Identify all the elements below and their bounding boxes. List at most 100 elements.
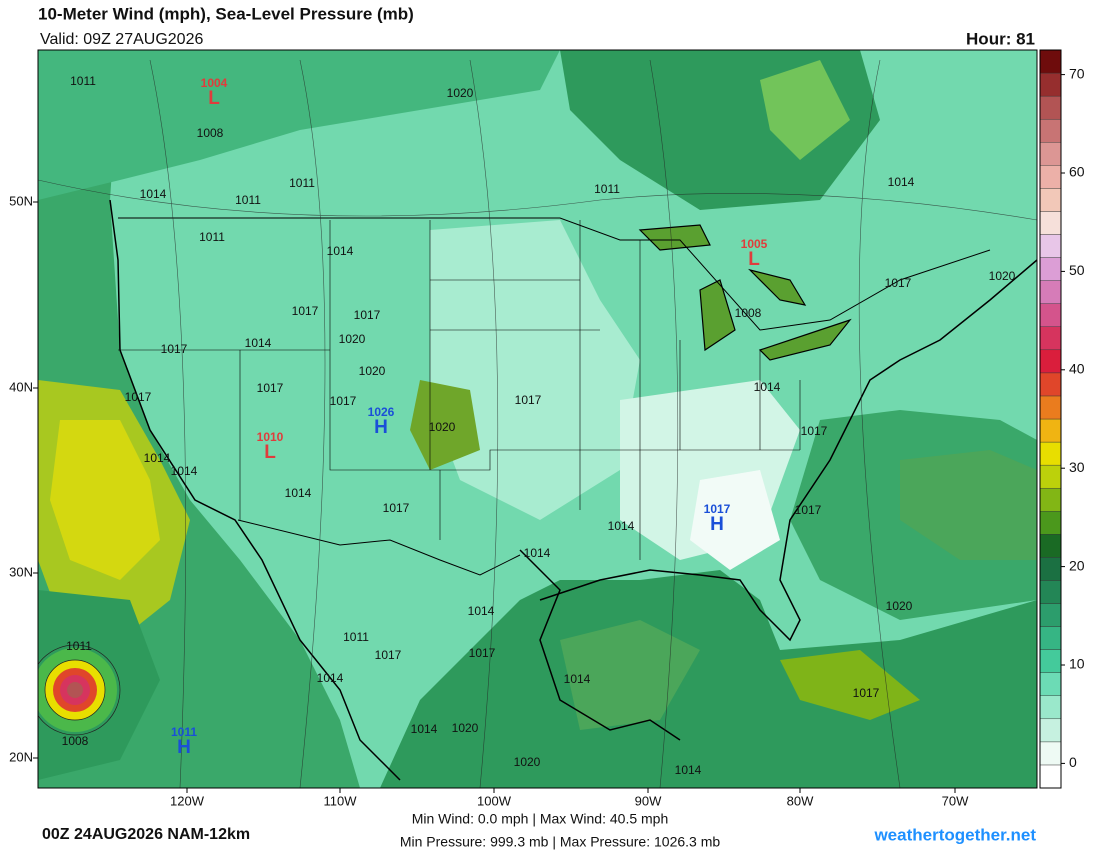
high-pressure-value: 1011 [171, 725, 197, 739]
colorbar-swatch [1039, 72, 1062, 97]
low-pressure-value: 1004 [201, 76, 228, 90]
isobar-label: 1017 [469, 646, 496, 660]
isobar-label: 1008 [735, 306, 762, 320]
colorbar-swatch [1039, 372, 1062, 397]
colorbar-swatch [1039, 49, 1062, 74]
isobar-label: 1017 [257, 381, 284, 395]
isobar-label: 1014 [327, 244, 354, 258]
isobar-label: 1011 [235, 193, 261, 207]
isobar-label: 1014 [608, 519, 635, 533]
model-run: 00Z 24AUG2026 NAM-12km [42, 826, 250, 843]
isobar-label: 1017 [801, 424, 828, 438]
isobar-label: 1017 [330, 394, 357, 408]
colorbar-swatch [1039, 95, 1062, 120]
high-pressure-value: 1017 [704, 502, 731, 516]
isobar-label: 1020 [452, 721, 479, 735]
colorbar-swatch [1039, 188, 1062, 212]
low-symbol: L [264, 442, 276, 463]
colorbar-swatch [1039, 511, 1062, 535]
isobar-label: 1017 [375, 648, 402, 662]
valid-time: Valid: 09Z 27AUG2026 [40, 31, 203, 48]
colorbar-tick-label: 70 [1069, 65, 1085, 81]
colorbar-swatch [1039, 280, 1062, 304]
isobar-label: 1008 [62, 734, 89, 748]
lon-label: 120W [170, 793, 205, 808]
high-symbol: H [177, 737, 191, 758]
map-field [38, 50, 1037, 788]
colorbar-tick-label: 50 [1069, 262, 1085, 278]
isobar-label: 1020 [429, 420, 456, 434]
lon-label: 110W [324, 793, 358, 808]
colorbar-tick-label: 60 [1069, 164, 1085, 180]
map-title: 10-Meter Wind (mph), Sea-Level Pressure … [38, 4, 414, 23]
isobar-label: 1014 [468, 604, 495, 618]
isobar-label: 1014 [171, 464, 198, 478]
isobar-label: 1017 [292, 304, 319, 318]
colorbar-swatch [1039, 718, 1062, 743]
colorbar-swatch [1039, 580, 1062, 604]
lat-label: 50N [9, 193, 33, 208]
isobar-label: 1014 [144, 451, 171, 465]
wind-range: Min Wind: 0.0 mph | Max Wind: 40.5 mph [412, 811, 669, 827]
lat-label: 40N [9, 379, 33, 394]
isobar-label: 1011 [199, 230, 225, 244]
colorbar-swatch [1039, 395, 1062, 420]
isobar-label: 1017 [885, 276, 912, 290]
low-pressure-value: 1005 [741, 237, 768, 251]
low-pressure-value: 1010 [257, 430, 284, 444]
isobar-label: 1014 [754, 380, 781, 394]
isobar-label: 1017 [853, 686, 880, 700]
isobar-label: 1014 [564, 672, 591, 686]
isobar-label: 1020 [886, 599, 913, 613]
isobar-label: 1014 [524, 546, 551, 560]
isobar-label: 1020 [447, 86, 474, 100]
colorbar-swatch [1039, 764, 1062, 789]
isobar-label: 1017 [161, 342, 188, 356]
colorbar-swatch [1039, 557, 1062, 581]
forecast-hour: Hour: 81 [966, 29, 1035, 48]
isobar-label: 1014 [285, 486, 312, 500]
colorbar-swatch [1039, 695, 1062, 720]
lat-label: 30N [9, 564, 33, 579]
isobar-label: 1017 [515, 393, 542, 407]
isobar-label: 1017 [795, 503, 822, 517]
colorbar-swatch [1039, 626, 1062, 650]
high-pressure-value: 1026 [368, 405, 395, 419]
colorbar-tick-label: 20 [1069, 557, 1085, 573]
lon-label: 80W [787, 793, 814, 808]
isobar-label: 1017 [383, 501, 410, 515]
isobar-label: 1020 [514, 755, 541, 769]
isobar-label: 1017 [354, 308, 381, 322]
colorbar-swatch [1039, 257, 1062, 281]
colorbar-swatch [1039, 303, 1062, 327]
isobar-label: 1017 [125, 390, 152, 404]
isobar-label: 1011 [66, 639, 92, 653]
lon-label: 100W [477, 793, 512, 808]
colorbar-swatch [1039, 603, 1062, 627]
isobar-label: 1014 [317, 671, 344, 685]
colorbar-swatch [1039, 165, 1062, 189]
high-symbol: H [710, 514, 724, 535]
isobar-label: 1011 [289, 176, 315, 190]
colorbar-swatch [1039, 741, 1062, 766]
colorbar-tick-label: 30 [1069, 459, 1085, 475]
pressure-range: Min Pressure: 999.3 mb | Max Pressure: 1… [400, 834, 721, 850]
colorbar-swatch [1039, 441, 1062, 466]
isobar-label: 1011 [343, 630, 369, 644]
isobar-label: 1020 [359, 364, 386, 378]
colorbar-swatch [1039, 487, 1062, 512]
isobar-label: 1020 [339, 332, 366, 346]
isobar-label: 1011 [70, 74, 96, 88]
isobar-label: 1014 [411, 722, 438, 736]
site-credit[interactable]: weathertogether.net [873, 825, 1036, 844]
colorbar-swatch [1039, 326, 1062, 351]
isobar-label: 1014 [888, 175, 915, 189]
lon-label: 90W [635, 793, 662, 808]
colorbar-swatch [1039, 534, 1062, 558]
isobar-label: 1011 [594, 182, 620, 196]
colorbar-tick-label: 40 [1069, 361, 1085, 377]
lon-label: 70W [942, 793, 969, 808]
colorbar-swatch [1039, 418, 1062, 443]
colorbar-swatch [1039, 464, 1062, 489]
